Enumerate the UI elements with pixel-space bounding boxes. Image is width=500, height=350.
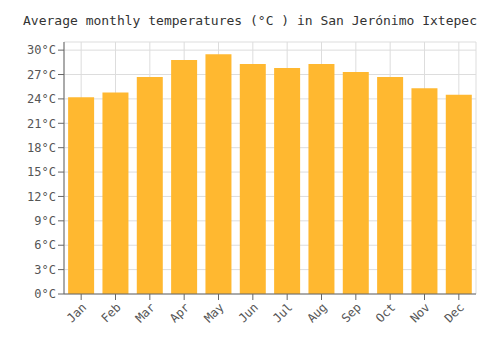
- svg-text:24°C: 24°C: [27, 92, 56, 106]
- svg-text:18°C: 18°C: [27, 141, 56, 155]
- svg-text:Aug: Aug: [304, 300, 329, 325]
- svg-text:0°C: 0°C: [34, 287, 56, 301]
- svg-text:Mar: Mar: [133, 300, 158, 325]
- svg-text:27°C: 27°C: [27, 68, 56, 82]
- svg-text:Jun: Jun: [236, 300, 261, 325]
- svg-text:May: May: [201, 300, 226, 325]
- html-text:Average monthly temperatures (: Average monthly temperatures (°C ) in Sa…: [23, 13, 477, 28]
- svg-text:Dec: Dec: [442, 300, 467, 325]
- svg-text:Feb: Feb: [98, 300, 123, 325]
- svg-text:Sep: Sep: [339, 300, 364, 325]
- svg-text:Oct: Oct: [373, 300, 398, 325]
- svg-text:15°C: 15°C: [27, 165, 56, 179]
- svg-text:Apr: Apr: [167, 300, 192, 325]
- svg-text:9°C: 9°C: [34, 214, 56, 228]
- svg-text:Jan: Jan: [64, 300, 89, 325]
- svg-text:30°C: 30°C: [27, 43, 56, 57]
- svg-text:3°C: 3°C: [34, 263, 56, 277]
- svg-text:Jul: Jul: [270, 300, 295, 325]
- svg-text:12°C: 12°C: [27, 190, 56, 204]
- svg-text:21°C: 21°C: [27, 117, 56, 131]
- svg-text:Nov: Nov: [407, 300, 432, 325]
- svg-text:6°C: 6°C: [34, 238, 56, 252]
